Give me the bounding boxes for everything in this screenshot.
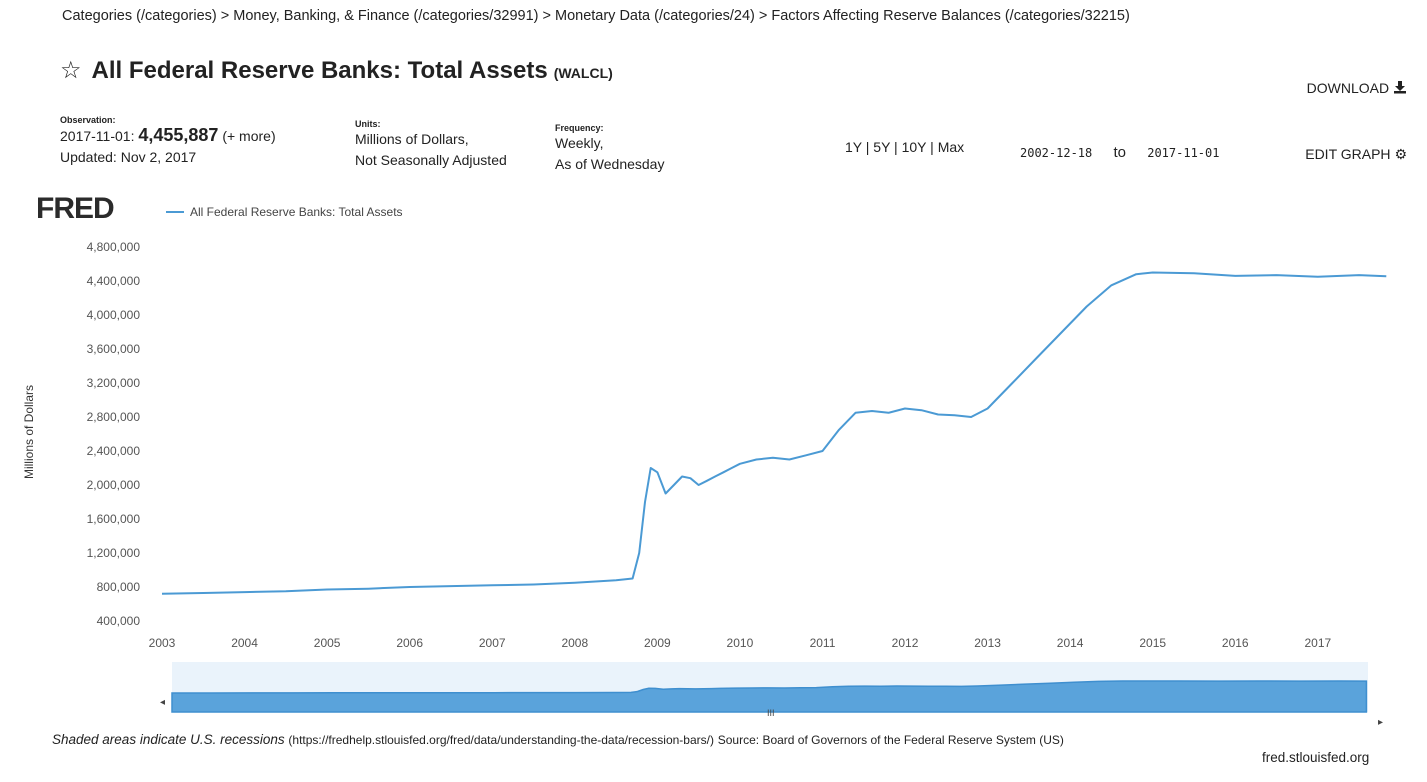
y-tick-label: 3,600,000 — [87, 342, 141, 356]
x-tick-label: 2015 — [1139, 636, 1166, 650]
fred-site-link[interactable]: fred.stlouisfed.org — [1262, 750, 1370, 765]
units-block: Units: Millions of Dollars, Not Seasonal… — [355, 119, 507, 171]
gear-icon: ⚙ — [1394, 146, 1407, 162]
x-tick-label: 2008 — [561, 636, 588, 650]
fred-logo: FRED — [36, 192, 115, 225]
x-tick-label: 2010 — [727, 636, 754, 650]
y-tick-label: 1,600,000 — [87, 512, 141, 526]
page-title: All Federal Reserve Banks: Total Assets — [91, 57, 548, 84]
series-line — [161, 271, 1387, 595]
series-id: (WALCL) — [553, 65, 613, 81]
chart-legend: All Federal Reserve Banks: Total Assets — [166, 205, 403, 219]
range-5y-button[interactable]: 5Y — [873, 139, 891, 155]
y-tick-label: 400,000 — [97, 614, 141, 628]
observation-block: Observation: 2017-11-01: 4,455,887 (+ mo… — [60, 115, 276, 168]
y-tick-label: 4,000,000 — [87, 308, 141, 322]
x-tick-label: 2017 — [1304, 636, 1331, 650]
navigator-right-arrow: ▸ — [1378, 717, 1383, 728]
frequency-label: Frequency: — [555, 123, 604, 133]
legend-swatch — [166, 211, 184, 213]
y-tick-label: 1,200,000 — [87, 546, 141, 560]
date-to-input[interactable]: 2017-11-01 — [1147, 146, 1220, 160]
y-tick-label: 3,200,000 — [87, 376, 141, 390]
legend-label: All Federal Reserve Banks: Total Assets — [190, 205, 403, 219]
updated-date: Updated: Nov 2, 2017 — [60, 149, 197, 165]
x-tick-label: 2005 — [314, 636, 341, 650]
title-row: ☆ All Federal Reserve Banks: Total Asset… — [60, 56, 613, 85]
range-max-button[interactable]: Max — [937, 139, 965, 155]
date-from-input[interactable]: 2002-12-18 — [1020, 146, 1093, 160]
x-tick-label: 2011 — [810, 636, 836, 650]
frequency-block: Frequency: Weekly, As of Wednesday — [555, 123, 664, 175]
y-tick-label: 4,800,000 — [87, 240, 141, 254]
navigator-scroll-handle: III — [767, 708, 775, 718]
source-link[interactable]: Source: Board of Governors of the Federa… — [717, 733, 1064, 747]
x-tick-label: 2003 — [149, 636, 176, 650]
x-tick-label: 2016 — [1222, 636, 1249, 650]
y-tick-label: 2,400,000 — [87, 444, 141, 458]
x-tick-label: 2007 — [479, 636, 506, 650]
x-tick-label: 2006 — [396, 636, 423, 650]
download-label: DOWNLOAD — [1306, 80, 1390, 96]
navigator-left-arrow: ◂ — [160, 697, 165, 708]
navigator-area — [171, 680, 1368, 713]
x-tick-label: 2012 — [892, 636, 919, 650]
edit-graph-button[interactable]: EDIT GRAPH ⚙ — [1305, 146, 1407, 163]
recession-link[interactable]: (https://fredhelp.stlouisfed.org/fred/da… — [288, 733, 714, 747]
download-icon — [1394, 81, 1406, 94]
units-line2: Not Seasonally Adjusted — [355, 152, 507, 168]
units-label: Units: — [355, 119, 381, 129]
y-tick-label: 2,800,000 — [87, 410, 141, 424]
range-1y-button[interactable]: 1Y — [845, 139, 862, 155]
x-tick-label: 2014 — [1057, 636, 1084, 650]
x-tick-label: 2009 — [644, 636, 671, 650]
x-tick-label: 2004 — [231, 636, 258, 650]
y-tick-label: 4,400,000 — [87, 274, 141, 288]
star-icon[interactable]: ☆ — [60, 57, 82, 84]
more-link[interactable]: (+ more) — [222, 128, 276, 144]
y-tick-label: 2,000,000 — [87, 478, 141, 492]
date-range: 2002-12-18 to 2017-11-01 — [1020, 144, 1219, 161]
x-tick-label: 2013 — [974, 636, 1001, 650]
breadcrumb[interactable]: Categories (/categories) > Money, Bankin… — [62, 8, 1130, 24]
observation-value: 4,455,887 — [138, 125, 219, 145]
observation-date: 2017-11-01: — [60, 128, 135, 144]
date-to-label: to — [1113, 144, 1126, 161]
download-button[interactable]: DOWNLOAD — [1307, 80, 1407, 96]
y-tick-label: 800,000 — [97, 580, 141, 594]
observation-label: Observation: — [60, 115, 116, 125]
frequency-line1: Weekly, — [555, 135, 604, 151]
range-selector: 1Y | 5Y | 10Y | Max — [845, 139, 965, 155]
frequency-line2: As of Wednesday — [555, 156, 665, 172]
recession-note: Shaded areas indicate U.S. recessions — [52, 732, 285, 747]
edit-graph-label: EDIT GRAPH — [1305, 146, 1391, 162]
range-10y-button[interactable]: 10Y — [901, 139, 927, 155]
units-line1: Millions of Dollars, — [355, 131, 469, 147]
chart-footer: Shaded areas indicate U.S. recessions (h… — [52, 732, 1064, 747]
